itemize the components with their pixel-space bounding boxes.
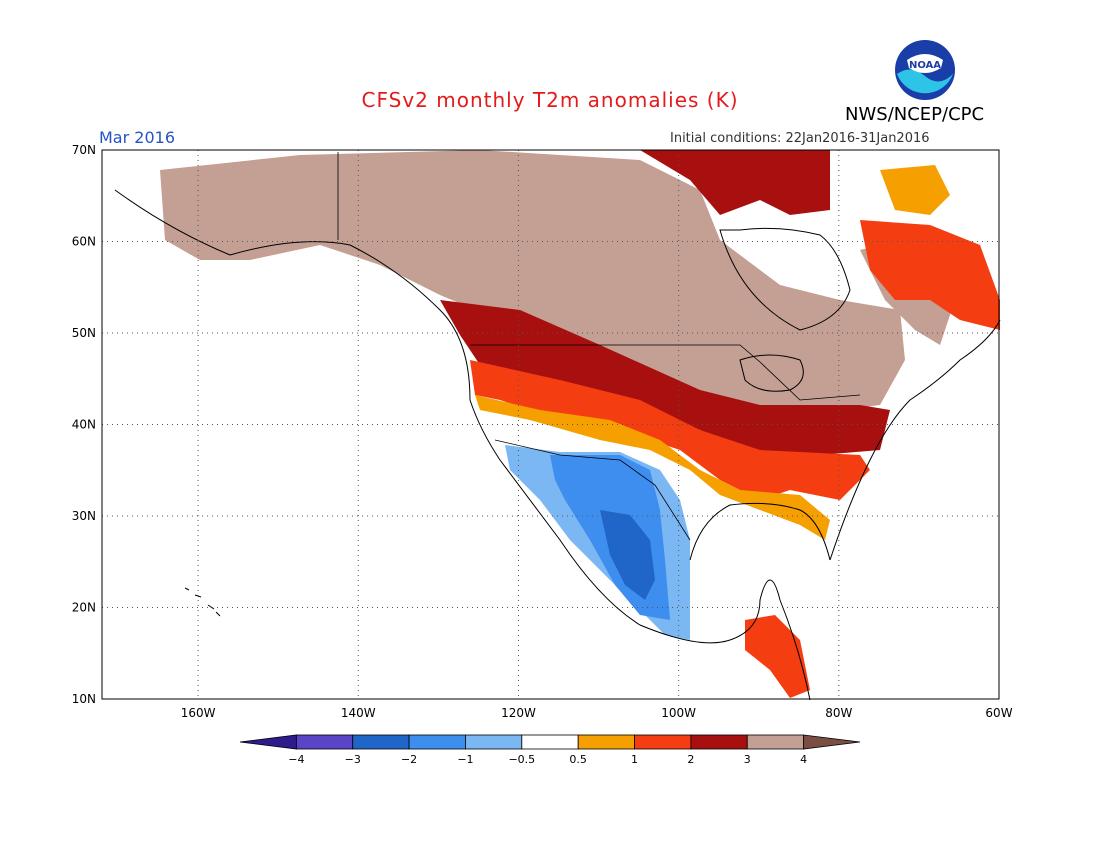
legend-swatch xyxy=(295,734,354,750)
legend-swatch xyxy=(803,734,861,750)
anomaly-fields xyxy=(160,150,1000,698)
lon-tick-label: 60W xyxy=(985,706,1012,720)
great-lakes xyxy=(739,354,804,392)
border-us-mexico xyxy=(494,439,691,541)
lat-tick-label: 70N xyxy=(72,143,96,157)
legend-tick-label: −1 xyxy=(457,753,473,766)
legend-swatch xyxy=(690,734,748,750)
coastline-west xyxy=(114,189,811,701)
lat-tick-label: 60N xyxy=(72,235,96,249)
political-boundaries xyxy=(337,152,861,541)
hawaii-islands xyxy=(184,587,221,617)
legend-swatch xyxy=(465,734,523,750)
lon-tick-label: 120W xyxy=(501,706,536,720)
lat-tick-label: 10N xyxy=(72,692,96,706)
coastlines xyxy=(114,189,1001,701)
anomaly-region-3-4 xyxy=(160,150,905,415)
map-frame xyxy=(101,149,1000,700)
noaa-logo: NOAA xyxy=(895,40,955,100)
lat-tick-label: 40N xyxy=(72,418,96,432)
anomaly-region-1-2-south xyxy=(470,360,870,500)
legend-tick-label: −2 xyxy=(401,753,417,766)
anomaly-region-05-1-labrador xyxy=(880,165,950,215)
legend-tick-label: 2 xyxy=(687,753,694,766)
legend-tick-label: 0.5 xyxy=(569,753,587,766)
chart-title: CFSv2 monthly T2m anomalies (K) xyxy=(361,88,739,112)
border-us-canada xyxy=(470,344,861,401)
legend-tick-label: −0.5 xyxy=(508,753,535,766)
anomaly-region-05-1-south xyxy=(475,395,830,540)
legend-swatch xyxy=(634,734,692,750)
legend-tick-label: −3 xyxy=(345,753,361,766)
lon-tick-label: 80W xyxy=(825,706,852,720)
forecast-month: Mar 2016 xyxy=(99,128,175,147)
legend-swatch xyxy=(239,734,297,750)
lat-tick-label: 30N xyxy=(72,509,96,523)
anomaly-region-1-2-caribbean xyxy=(745,615,810,698)
legend-tick-label: −4 xyxy=(288,753,304,766)
legend-swatch xyxy=(577,734,635,750)
legend-tick-label: 3 xyxy=(744,753,751,766)
legend-swatch xyxy=(408,734,466,750)
coastline-gulf xyxy=(689,502,831,561)
lon-tick-label: 100W xyxy=(661,706,696,720)
coastline-east xyxy=(829,319,1001,561)
coastline-hudson-bay xyxy=(719,227,851,331)
lon-tick-label: 140W xyxy=(341,706,376,720)
lat-tick-label: 50N xyxy=(72,326,96,340)
agency-label: NWS/NCEP/CPC xyxy=(845,104,985,125)
lat-tick-label: 20N xyxy=(72,601,96,615)
legend-swatch xyxy=(352,734,410,750)
legend-tick-label: 4 xyxy=(800,753,807,766)
anomaly-region-neg2-neg3 xyxy=(600,510,655,600)
color-legend: −4 −3 −2 −1 −0.5 0.5 1 2 3 4 xyxy=(239,734,861,766)
anomaly-region-1-2-quebec xyxy=(860,220,1000,330)
anomaly-region-2-3-arctic xyxy=(640,150,830,215)
legend-tick-label: 1 xyxy=(631,753,638,766)
logo-text: NOAA xyxy=(909,60,941,71)
legend-swatch xyxy=(746,734,805,750)
anomaly-region-2-3-north xyxy=(440,300,890,455)
lon-tick-label: 160W xyxy=(181,706,216,720)
legend-swatch xyxy=(521,734,579,750)
initial-conditions: Initial conditions: 22Jan2016-31Jan2016 xyxy=(670,131,930,146)
axis-labels: 160W 140W 120W 100W 80W 60W 70N 60N 50N 40N 30N 20N… xyxy=(72,143,1013,720)
